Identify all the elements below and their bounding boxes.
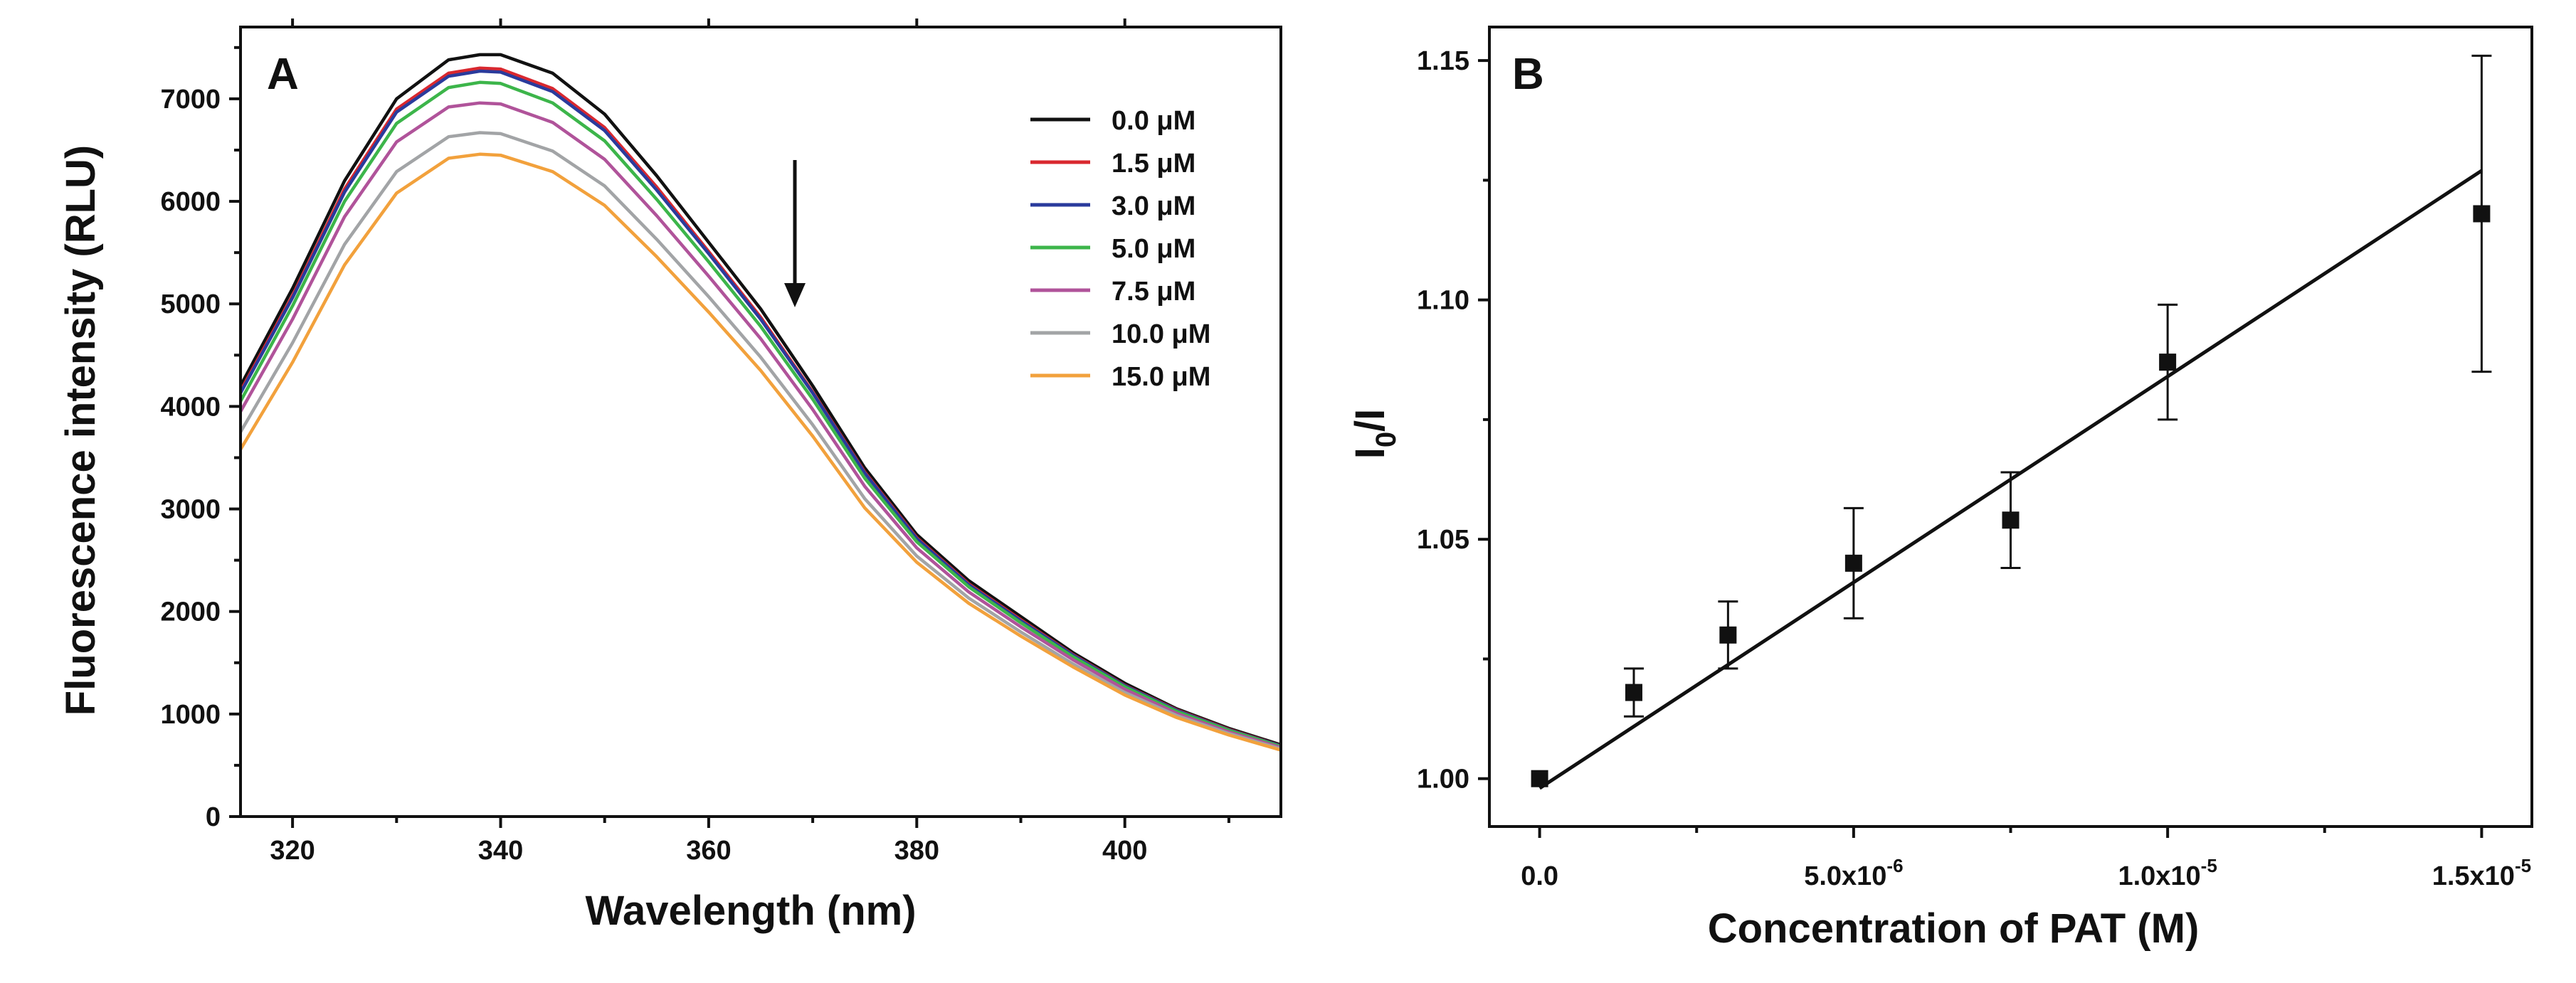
panel-a-x-tick-label: 320 [270, 836, 315, 866]
data-point-1 [1625, 684, 1642, 701]
panel-a-x-axis-title: Wavelength (nm) [585, 888, 916, 934]
panel-a-axes: 320 340 360 380 4000100020003000400050006000… [160, 18, 1282, 866]
data-point-5 [2159, 354, 2177, 371]
panel-b-y-axis-title-main: I [1347, 447, 1393, 459]
panel-a-y-tick-label: 3000 [160, 495, 221, 525]
legend-label-3: 5.0 μM [1112, 234, 1195, 264]
panel-b: 0.0 5.0x10-6 1.0x10-5 1.5x10-51.001.051.101… [1347, 26, 2533, 952]
panel-a-series-line-4 [239, 101, 1282, 750]
legend-label-0: 0.0 μM [1112, 106, 1195, 136]
legend-label-4: 7.5 μM [1112, 277, 1195, 307]
panel-a-x-tick-label: 340 [478, 836, 523, 866]
panel-b-x-tick-label: 0.0 [1521, 861, 1558, 891]
panel-b-y-tick-label: 1.15 [1417, 46, 1469, 76]
panel-a-x-tick-label: 360 [686, 836, 731, 866]
panel-b-y-tick-label: 1.00 [1417, 765, 1469, 795]
panel-a-legend: 0.0 μM 1.5 μM 3.0 μM 5.0 μM 7.5 μM 10.0 μM 15.… [1030, 106, 1210, 392]
panel-a-y-tick-label: 2000 [160, 597, 221, 627]
panel-a-y-tick-label: 1000 [160, 700, 221, 730]
panel-b-x-tick-mantissa: 1.5x10 [2432, 861, 2515, 891]
panel-b-y-axis-title: I0/I [1347, 409, 1402, 459]
panel-a-y-axis-title: Fluorescence intensity (RLU) [58, 145, 104, 716]
panel-b-y-tick-label: 1.05 [1417, 525, 1469, 555]
panel-a-label: A [267, 50, 299, 99]
panel-a-series-line-3 [239, 80, 1282, 748]
data-point-3 [1844, 554, 1862, 572]
panel-b-x-tick-label: 1.5x10-5 [2432, 855, 2531, 891]
panel-a-y-tick-label: 5000 [160, 289, 221, 319]
data-point-6 [2473, 205, 2491, 223]
panel-a-series-line-5 [239, 131, 1282, 751]
panel-a-x-tick-label: 400 [1102, 836, 1147, 866]
panel-b-points [1531, 54, 2492, 787]
panel-a-series-line-6 [239, 152, 1282, 752]
legend-label-6: 15.0 μM [1112, 362, 1210, 392]
panel-b-x-axis-title: Concentration of PAT (M) [1708, 905, 2200, 952]
panel-b-x-tick-exponent: -5 [2515, 855, 2531, 876]
panel-a-plot-frame [239, 26, 1282, 818]
panel-b-y-axis-title-tail: /I [1347, 409, 1393, 432]
legend-label-5: 10.0 μM [1112, 319, 1210, 349]
panel-b-x-tick-mantissa: 1.0x10 [2118, 861, 2200, 891]
panel-b-x-tick-label: 1.0x10-5 [2118, 855, 2217, 891]
panel-a-series [239, 53, 1282, 752]
panel-b-y-axis-title-subscript: 0 [1371, 432, 1402, 447]
arrow-head [784, 283, 806, 307]
legend-label-1: 1.5 μM [1112, 149, 1195, 179]
panel-b-x-tick-label: 5.0x10-6 [1804, 855, 1903, 891]
panel-b-x-tick-exponent: -6 [1886, 855, 1903, 876]
data-point-4 [2002, 511, 2020, 529]
panel-b-x-tick-mantissa: 0.0 [1521, 861, 1558, 891]
intensity-decrease-arrow [784, 160, 806, 307]
data-point-0 [1531, 770, 1548, 787]
legend-label-2: 3.0 μM [1112, 191, 1195, 221]
panel-a-series-line-0 [239, 53, 1282, 747]
panel-b-axes: 0.0 5.0x10-6 1.0x10-5 1.5x10-51.001.051.101… [1417, 26, 2533, 891]
panel-a-x-tick-label: 380 [894, 836, 939, 866]
panel-b-y-tick-label: 1.10 [1417, 286, 1469, 316]
panel-a-y-tick-label: 6000 [160, 187, 221, 217]
data-point-2 [1719, 626, 1737, 644]
panel-a-y-tick-label: 4000 [160, 392, 221, 422]
panel-b-x-tick-mantissa: 5.0x10 [1804, 861, 1886, 891]
panel-b-x-tick-exponent: -5 [2201, 855, 2217, 876]
panel-a-y-tick-label: 7000 [160, 85, 221, 115]
panel-b-label: B [1512, 50, 1544, 99]
panel-a-y-tick-label: 0 [206, 802, 221, 832]
